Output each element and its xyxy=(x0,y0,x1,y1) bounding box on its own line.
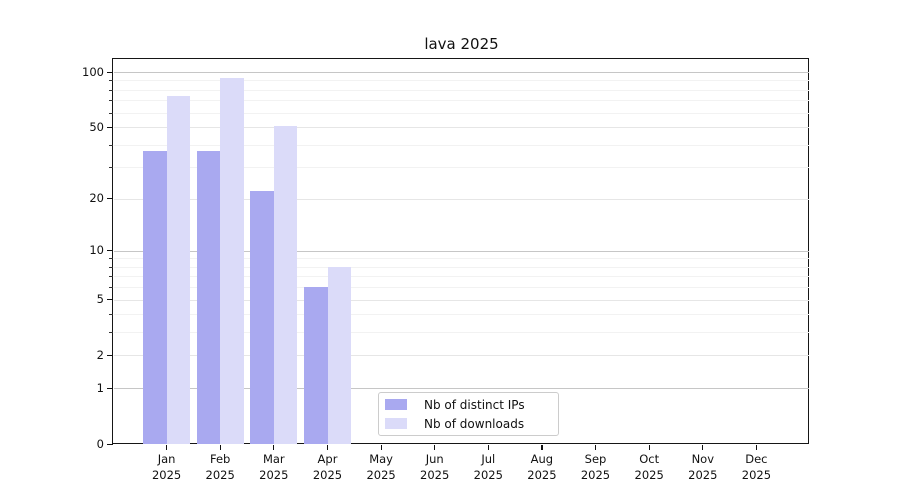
x-tick-mark-nov xyxy=(702,445,704,450)
y-tick-mark-100 xyxy=(107,71,113,73)
x-tick-label-aug: Aug 2025 xyxy=(527,452,557,482)
x-tick-label-feb: Feb 2025 xyxy=(205,452,235,482)
y-minor-tick-mark-6 xyxy=(109,287,113,289)
y-tick-label-100: 100 xyxy=(82,64,104,79)
x-tick-mark-aug xyxy=(541,445,543,450)
bar-distinct-ips-apr xyxy=(304,287,328,444)
x-tick-label-nov: Nov 2025 xyxy=(688,452,718,482)
x-tick-label-oct: Oct 2025 xyxy=(634,452,664,482)
x-tick-label-jun: Jun 2025 xyxy=(420,452,450,482)
y-tick-mark-50 xyxy=(107,126,113,128)
x-tick-mark-jul xyxy=(487,445,489,450)
y-minor-tick-mark-60 xyxy=(109,112,113,114)
y-tick-label-0: 0 xyxy=(96,436,104,451)
gridline-minor-3 xyxy=(114,332,809,334)
gridline-minor-6 xyxy=(114,287,809,289)
legend-label-distinct-ips: Nb of distinct IPs xyxy=(424,397,525,412)
legend-item-downloads: Nb of downloads xyxy=(385,414,552,433)
gridline-minor-7 xyxy=(114,276,809,278)
gridline-5 xyxy=(114,299,809,301)
bar-downloads-mar xyxy=(273,125,298,444)
bar-distinct-ips-jan xyxy=(143,150,167,444)
gridline-minor-8 xyxy=(114,266,809,268)
x-tick-mark-jan xyxy=(166,445,168,450)
y-minor-tick-mark-30 xyxy=(109,167,113,169)
gridline-minor-60 xyxy=(114,112,809,114)
y-tick-mark-20 xyxy=(107,198,113,200)
y-tick-label-50: 50 xyxy=(89,119,104,134)
chart-title: lava 2025 xyxy=(424,35,499,53)
gridline-minor-4 xyxy=(114,314,809,316)
x-tick-mark-sep xyxy=(594,445,597,450)
y-minor-tick-mark-90 xyxy=(109,80,113,82)
gridline-major-100 xyxy=(114,72,809,73)
legend-swatch-downloads xyxy=(385,418,407,429)
x-tick-mark-apr xyxy=(326,445,329,450)
y-tick-label-2: 2 xyxy=(96,347,104,362)
bar-distinct-ips-mar xyxy=(250,191,274,444)
y-tick-mark-10 xyxy=(107,250,113,252)
y-tick-mark-0 xyxy=(107,443,113,445)
gridline-minor-30 xyxy=(114,167,809,169)
y-minor-tick-mark-3 xyxy=(109,332,113,334)
x-tick-mark-mar xyxy=(273,445,275,450)
legend-item-distinct-ips: Nb of distinct IPs xyxy=(385,395,552,414)
x-tick-label-may: May 2025 xyxy=(366,452,396,482)
x-tick-label-jan: Jan 2025 xyxy=(151,452,182,482)
legend-swatch-distinct-ips xyxy=(385,399,407,410)
bar-downloads-jan xyxy=(166,96,191,444)
y-tick-mark-2 xyxy=(107,354,113,357)
x-tick-label-apr: Apr 2025 xyxy=(312,452,343,482)
x-tick-mark-oct xyxy=(648,445,650,450)
gridline-minor-80 xyxy=(114,89,809,91)
gridline-20 xyxy=(114,198,809,200)
x-tick-mark-may xyxy=(380,445,382,450)
x-tick-label-dec: Dec 2025 xyxy=(741,452,772,482)
bar-downloads-apr xyxy=(327,266,351,444)
y-minor-tick-mark-70 xyxy=(109,100,113,102)
y-tick-label-20: 20 xyxy=(89,191,104,206)
y-tick-mark-5 xyxy=(107,299,113,301)
gridline-major-10 xyxy=(114,250,809,252)
y-minor-tick-mark-7 xyxy=(109,276,113,278)
legend-label-downloads: Nb of downloads xyxy=(424,416,525,431)
y-tick-label-1: 1 xyxy=(96,380,104,395)
gridline-minor-70 xyxy=(114,100,809,102)
gridline-2 xyxy=(114,355,809,357)
gridline-minor-90 xyxy=(114,80,809,82)
y-tick-mark-1 xyxy=(107,387,113,389)
x-tick-mark-dec xyxy=(755,445,758,450)
y-minor-tick-mark-4 xyxy=(109,314,113,316)
x-tick-label-sep: Sep 2025 xyxy=(580,452,611,482)
bar-downloads-feb xyxy=(220,77,244,444)
gridline-major-1 xyxy=(114,388,809,390)
gridline-minor-9 xyxy=(114,258,809,260)
y-minor-tick-mark-9 xyxy=(109,258,113,260)
y-minor-tick-mark-40 xyxy=(109,144,113,146)
bar-distinct-ips-feb xyxy=(196,150,221,444)
x-tick-label-jul: Jul 2025 xyxy=(473,452,503,482)
x-tick-label-mar: Mar 2025 xyxy=(259,452,289,482)
y-minor-tick-mark-80 xyxy=(109,89,113,91)
y-minor-tick-mark-8 xyxy=(109,266,113,268)
gridline-minor-40 xyxy=(114,144,809,146)
legend: Nb of distinct IPs Nb of downloads xyxy=(378,392,559,436)
x-tick-mark-jun xyxy=(434,445,436,450)
x-tick-mark-feb xyxy=(219,445,221,450)
gridline-50 xyxy=(114,127,809,129)
y-tick-label-5: 5 xyxy=(96,292,104,307)
y-tick-label-10: 10 xyxy=(89,243,104,258)
